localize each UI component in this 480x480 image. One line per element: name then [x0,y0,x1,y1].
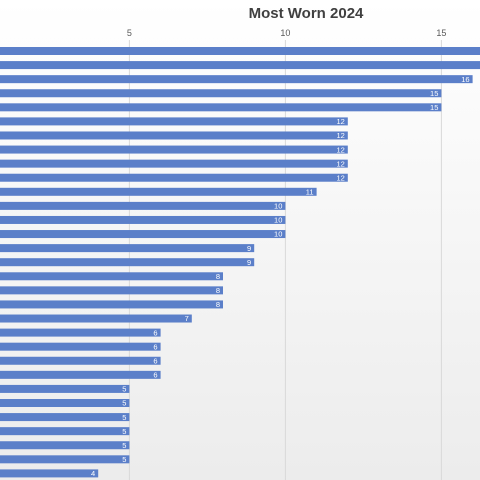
bar [0,173,348,182]
bar [0,145,348,154]
bar [0,314,192,323]
bar-value-label: 12 [336,117,344,126]
bar [0,286,223,295]
bar-value-label: 10 [274,216,282,225]
bar [0,215,286,224]
bar [0,272,223,281]
bar [0,469,99,478]
bar-value-label: 4 [91,469,95,478]
bar-value-label: 7 [185,314,189,323]
bar-value-label: 5 [122,427,126,436]
bar-value-label: 6 [153,342,157,351]
bar-value-label: 5 [122,441,126,450]
bar [0,258,255,267]
chart-title: Most Worn 2024 [249,5,364,22]
bar-value-label: 5 [122,399,126,408]
bar-value-label: 12 [336,173,344,182]
bar-value-label: 8 [216,300,220,309]
bar-value-label: 5 [122,413,126,422]
bar [0,370,161,379]
bar [0,61,480,70]
bar-value-label: 5 [122,455,126,464]
bar-value-label: 8 [216,272,220,281]
bar-value-label: 10 [274,202,282,211]
bars [0,47,480,478]
bar [0,244,255,253]
bar-value-label: 6 [153,371,157,380]
x-tick-label: 15 [436,28,446,38]
bar [0,356,161,365]
bar [0,413,130,422]
x-tick-label: 10 [280,28,290,38]
bar [0,328,161,337]
bar-value-label: 12 [336,159,344,168]
bar-value-label: 5 [122,385,126,394]
x-axis-ticks: 5 10 15 [127,28,447,38]
bar [0,399,130,407]
bar-value-label: 12 [336,145,344,154]
bar [0,75,473,84]
bar [0,201,286,210]
bar-value-label: 9 [247,258,251,267]
bar [0,131,348,140]
bar-value-label: 6 [153,328,157,337]
bar [0,455,130,464]
bar [0,89,442,98]
bar-value-label: 8 [216,286,220,295]
bar [0,300,223,309]
bar-value-label: 15 [430,89,438,98]
bar-value-label: 9 [247,244,251,253]
value-labels: 16 15 15 12 12 12 12 12 11 10 10 10 9 9 8 8 8 7 6 6 6 6 5 5 5 5 5 5… [91,75,470,478]
bar [0,427,130,436]
bar [0,103,442,112]
bar [0,159,348,168]
bar [0,230,286,239]
bar-value-label: 16 [461,75,469,84]
bar [0,342,161,351]
bar-value-label: 15 [430,103,438,112]
bar [0,384,130,393]
bar [0,117,348,126]
x-tick-label: 5 [127,28,132,38]
bar [0,441,130,450]
bar [0,187,317,196]
bar-value-label: 11 [306,188,314,197]
bar [0,47,480,55]
bar-value-label: 6 [153,356,157,365]
bar-value-label: 10 [274,230,282,239]
bar-value-label: 12 [336,131,344,140]
